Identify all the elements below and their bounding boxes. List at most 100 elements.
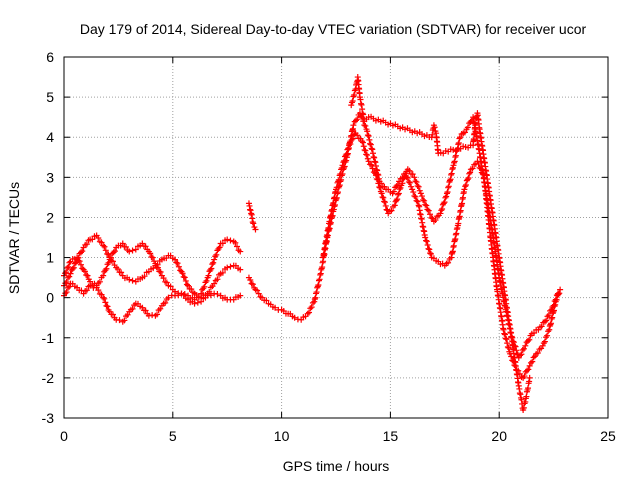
data-point-track-a xyxy=(174,260,181,267)
y-tick-label: 2 xyxy=(46,209,54,225)
data-point-track-b xyxy=(100,294,107,301)
data-point-track-c xyxy=(100,272,107,279)
data-point-isolated-segment xyxy=(252,226,259,233)
data-point-main-trace xyxy=(504,340,511,347)
data-point-track-c xyxy=(103,265,110,272)
data-point-main-trace xyxy=(557,286,564,293)
data-point-track-a xyxy=(114,265,121,272)
y-tick-label: 6 xyxy=(46,49,54,65)
data-point-main-trace xyxy=(423,238,430,245)
data-point-secondary-trace xyxy=(363,151,370,158)
data-point-track-c xyxy=(210,259,217,266)
data-point-secondary-trace xyxy=(522,342,529,349)
y-tick-label: -3 xyxy=(42,410,55,426)
data-point-main-trace xyxy=(541,338,548,345)
y-tick-label: 4 xyxy=(46,129,54,145)
data-point-track-a xyxy=(219,269,226,276)
data-point-secondary-trace xyxy=(544,313,551,320)
data-point-main-trace xyxy=(426,246,433,253)
data-point-track-b xyxy=(214,291,221,298)
data-point-secondary-trace xyxy=(439,206,446,213)
data-point-track-b xyxy=(62,290,69,297)
data-point-track-c xyxy=(171,288,178,295)
data-point-track-c xyxy=(75,257,82,264)
data-point-track-c xyxy=(213,251,220,258)
data-point-track-a xyxy=(173,259,180,266)
data-point-secondary-trace xyxy=(346,142,353,149)
data-point-secondary-trace xyxy=(443,193,450,200)
data-point-secondary-trace xyxy=(340,159,347,166)
data-point-secondary-trace xyxy=(538,323,545,330)
data-point-main-trace xyxy=(524,367,531,374)
data-point-secondary-trace xyxy=(342,152,349,159)
data-point-main-trace xyxy=(308,304,315,311)
data-point-main-trace xyxy=(309,299,316,306)
data-point-main-trace xyxy=(255,290,262,297)
data-point-track-a xyxy=(98,239,105,246)
data-point-track-b xyxy=(98,291,105,298)
data-point-main-trace xyxy=(254,287,261,294)
data-point-track-b xyxy=(102,299,109,306)
data-point-main-trace xyxy=(405,178,412,185)
data-point-main-trace xyxy=(414,198,421,205)
data-point-track-c xyxy=(132,246,139,253)
data-point-secondary-trace xyxy=(383,206,390,213)
data-point-secondary-trace xyxy=(427,211,434,218)
data-point-track-a xyxy=(214,276,221,283)
data-point-track-c xyxy=(233,243,240,250)
data-point-track-a xyxy=(109,258,116,265)
data-point-track-a xyxy=(179,270,186,277)
data-point-secondary-trace xyxy=(372,172,379,179)
data-point-secondary-trace xyxy=(348,136,355,143)
data-point-secondary-trace xyxy=(399,180,406,187)
data-point-secondary-trace xyxy=(425,207,432,214)
data-point-secondary-trace xyxy=(420,196,427,203)
data-point-main-trace xyxy=(505,344,512,351)
data-point-main-trace xyxy=(307,305,314,312)
y-tick-label: -2 xyxy=(42,370,55,386)
data-point-track-c xyxy=(224,236,231,243)
data-point-track-c xyxy=(160,275,167,282)
data-point-track-c xyxy=(111,248,118,255)
data-point-track-b xyxy=(95,287,102,294)
data-point-secondary-trace xyxy=(517,352,524,359)
data-point-track-b xyxy=(237,292,244,299)
data-point-track-c xyxy=(119,240,126,247)
data-point-track-c xyxy=(209,261,216,268)
data-point-main-trace xyxy=(410,189,417,196)
data-point-main-trace xyxy=(367,140,374,147)
data-point-main-trace xyxy=(424,242,431,249)
data-point-secondary-trace xyxy=(554,290,561,297)
data-point-secondary-trace xyxy=(393,197,400,204)
data-point-secondary-trace xyxy=(376,184,383,191)
data-point-main-trace xyxy=(353,117,360,124)
data-point-track-a xyxy=(185,282,192,289)
data-point-secondary-trace xyxy=(461,129,468,136)
data-point-secondary-trace xyxy=(366,161,373,168)
data-point-secondary-trace xyxy=(432,217,439,224)
data-point-main-trace xyxy=(526,362,533,369)
data-point-track-a xyxy=(211,280,218,287)
data-point-main-trace xyxy=(390,188,397,195)
data-point-secondary-trace xyxy=(345,145,352,152)
data-point-track-c xyxy=(219,240,226,247)
data-point-track-a xyxy=(206,288,213,295)
data-point-track-a xyxy=(227,263,234,270)
data-point-secondary-trace xyxy=(550,302,557,309)
data-point-secondary-trace xyxy=(359,138,366,145)
data-point-track-b xyxy=(194,299,201,306)
data-point-secondary-trace xyxy=(375,180,382,187)
data-point-track-b xyxy=(142,307,149,314)
data-point-secondary-trace xyxy=(354,132,361,139)
data-point-track-a xyxy=(105,251,112,258)
x-tick-label: 25 xyxy=(600,428,616,444)
data-point-secondary-trace xyxy=(541,318,548,325)
data-point-track-b xyxy=(109,311,116,318)
data-point-main-trace xyxy=(272,304,279,311)
data-point-track-b xyxy=(64,284,71,291)
data-point-secondary-trace xyxy=(441,199,448,206)
data-point-secondary-trace xyxy=(442,194,449,201)
data-point-track-c xyxy=(149,254,156,261)
data-point-main-trace xyxy=(350,122,357,129)
